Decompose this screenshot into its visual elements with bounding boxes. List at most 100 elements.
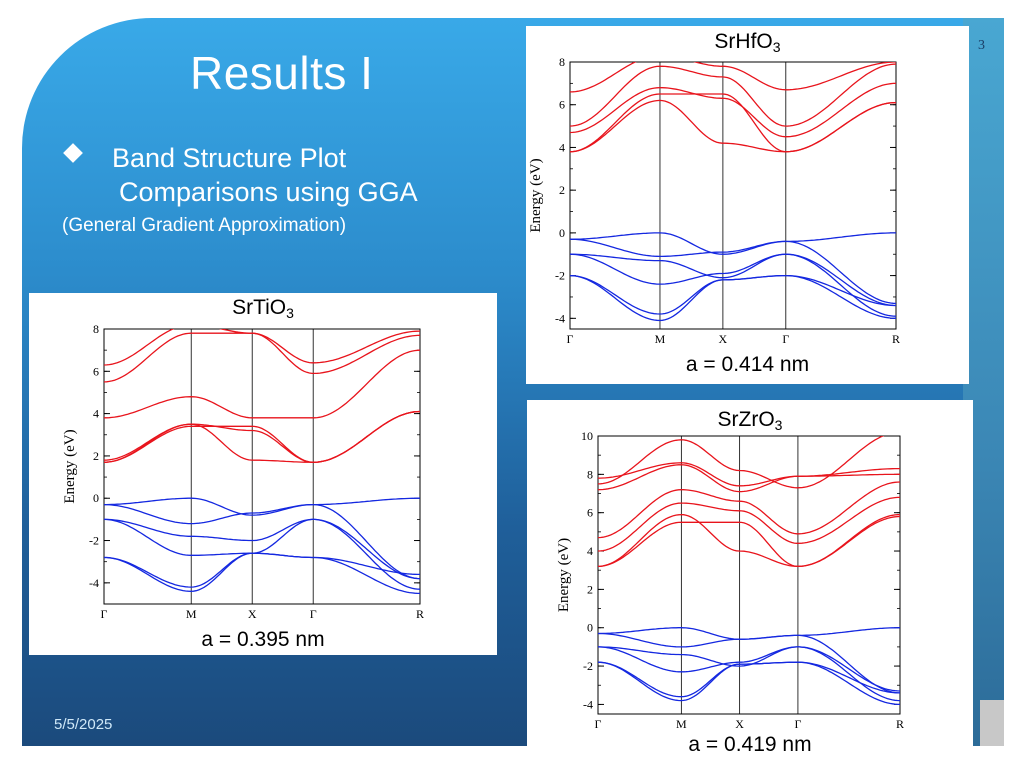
- y-tick-label: -4: [555, 311, 565, 325]
- lattice-constant: a = 0.414 nm: [685, 353, 810, 376]
- y-tick-label: 4: [587, 544, 593, 558]
- y-tick-label: 2: [93, 449, 99, 463]
- kpoint-label: M: [655, 332, 666, 346]
- conduction-band: [570, 99, 896, 153]
- valence-band: [104, 518, 420, 580]
- plot-frame: [597, 435, 901, 715]
- conduction-band: [570, 62, 896, 93]
- kpoint-label: Γ: [101, 607, 108, 621]
- kpoint-label: Γ: [595, 717, 602, 731]
- conduction-band: [570, 63, 896, 127]
- valence-band: [598, 646, 900, 692]
- y-tick-label: 8: [587, 467, 593, 481]
- compound-name: SrTiO3: [232, 296, 294, 321]
- kpoint-label: Γ: [782, 332, 789, 346]
- conduction-band: [104, 329, 420, 366]
- y-tick-label: 6: [559, 98, 565, 112]
- y-tick-label: 2: [559, 183, 565, 197]
- slide-number: 3: [978, 38, 985, 53]
- y-tick-label: 4: [559, 140, 565, 154]
- conduction-band: [598, 464, 900, 493]
- conduction-band: [598, 496, 900, 552]
- band-structure-plot: Γ M X Γ R 10 8 6 4 2 0 -2 -4 Energy (eV): [556, 429, 904, 731]
- valence-band: [104, 503, 420, 580]
- kpoint-label: Γ: [310, 607, 317, 621]
- bands-group: [570, 62, 896, 322]
- kpoint-label: X: [248, 607, 257, 621]
- valence-band: [598, 661, 900, 702]
- plot-frame: [569, 61, 897, 330]
- band-structure-card-srhfo3: SrHfO3 Γ M X Γ R 8 6 4 2 0 -2 -4 Energy (eV) a = 0.4…: [526, 26, 969, 384]
- y-axis-label: Energy (eV): [62, 429, 78, 503]
- valence-band: [570, 253, 896, 317]
- valence-band: [598, 646, 900, 702]
- y-tick-label: -4: [89, 576, 99, 590]
- valence-band: [598, 632, 900, 694]
- conduction-band: [598, 436, 885, 489]
- y-tick-label: 10: [581, 429, 593, 443]
- y-tick-label: -2: [89, 534, 99, 548]
- compound-name: SrZrO3: [717, 408, 783, 433]
- conduction-band: [598, 481, 900, 539]
- y-tick-label: 0: [587, 621, 593, 635]
- kpoint-label: Γ: [567, 332, 574, 346]
- kpoint-label: R: [416, 607, 424, 621]
- y-tick-label: 8: [559, 55, 565, 69]
- slide-date: 5/5/2025: [54, 716, 113, 733]
- slide-title: Results I: [190, 47, 374, 99]
- conduction-band: [104, 349, 420, 419]
- y-tick-label: 6: [93, 364, 99, 378]
- conduction-band: [598, 515, 900, 568]
- conduction-band: [104, 410, 420, 463]
- valence-band: [570, 253, 896, 307]
- valence-band: [598, 627, 900, 640]
- bullet-line-1: Band Structure Plot: [112, 143, 347, 173]
- bands-group: [104, 329, 420, 595]
- band-structure-card-srtio3: SrTiO3 Γ M X Γ R 8 6 4 2 0 -2 -4 Energy (eV) a = 0.3…: [29, 293, 497, 655]
- valence-band: [570, 274, 896, 319]
- kpoint-label: R: [892, 332, 900, 346]
- kpoint-label: X: [735, 717, 744, 731]
- kpoint-label: X: [719, 332, 728, 346]
- kpoint-label: Γ: [794, 717, 801, 731]
- valence-band: [570, 232, 896, 255]
- y-tick-label: 0: [93, 491, 99, 505]
- conduction-band: [104, 332, 420, 383]
- y-tick-label: 4: [93, 407, 99, 421]
- conduction-band: [104, 410, 420, 463]
- conduction-band: [598, 513, 900, 568]
- valence-band: [104, 518, 420, 590]
- y-tick-label: 2: [587, 582, 593, 596]
- y-axis-label: Energy (eV): [528, 158, 544, 232]
- valence-band: [570, 274, 896, 322]
- y-tick-label: -2: [555, 269, 565, 283]
- conduction-band: [104, 410, 420, 463]
- valence-band: [104, 552, 420, 595]
- right-accent-strip-footer: [980, 700, 1004, 746]
- gga-subnote: (General Gradient Approximation): [62, 215, 347, 236]
- kpoint-label: R: [896, 717, 904, 731]
- compound-name: SrHfO3: [714, 30, 781, 55]
- band-structure-plot: Γ M X Γ R 8 6 4 2 0 -2 -4 Energy (eV): [62, 322, 424, 621]
- lattice-constant: a = 0.419 nm: [688, 733, 812, 756]
- lattice-constant: a = 0.395 nm: [201, 628, 325, 651]
- y-tick-label: 6: [587, 506, 593, 520]
- band-structure-plot: Γ M X Γ R 8 6 4 2 0 -2 -4 Energy (eV): [528, 55, 900, 346]
- y-tick-label: -4: [583, 697, 593, 711]
- bands-group: [598, 436, 900, 706]
- valence-band: [570, 238, 896, 305]
- conduction-band: [598, 462, 900, 487]
- y-axis-label: Energy (eV): [556, 538, 572, 612]
- plot-frame: [103, 328, 421, 605]
- kpoint-label: M: [186, 607, 197, 621]
- conduction-band: [570, 82, 896, 138]
- bullet-line-2: Comparisons using GGA: [119, 177, 418, 207]
- valence-band: [104, 497, 420, 516]
- y-tick-label: -2: [583, 659, 593, 673]
- bullet-text: Band Structure Plot Comparisons using GG…: [112, 141, 418, 209]
- valence-band: [104, 552, 420, 592]
- kpoint-label: M: [676, 717, 687, 731]
- y-tick-label: 8: [93, 322, 99, 336]
- band-structure-card-srzro3: SrZrO3 Γ M X Γ R 10 8 6 4 2 0 -2 -4 Energy (eV) a = 0…: [527, 400, 973, 768]
